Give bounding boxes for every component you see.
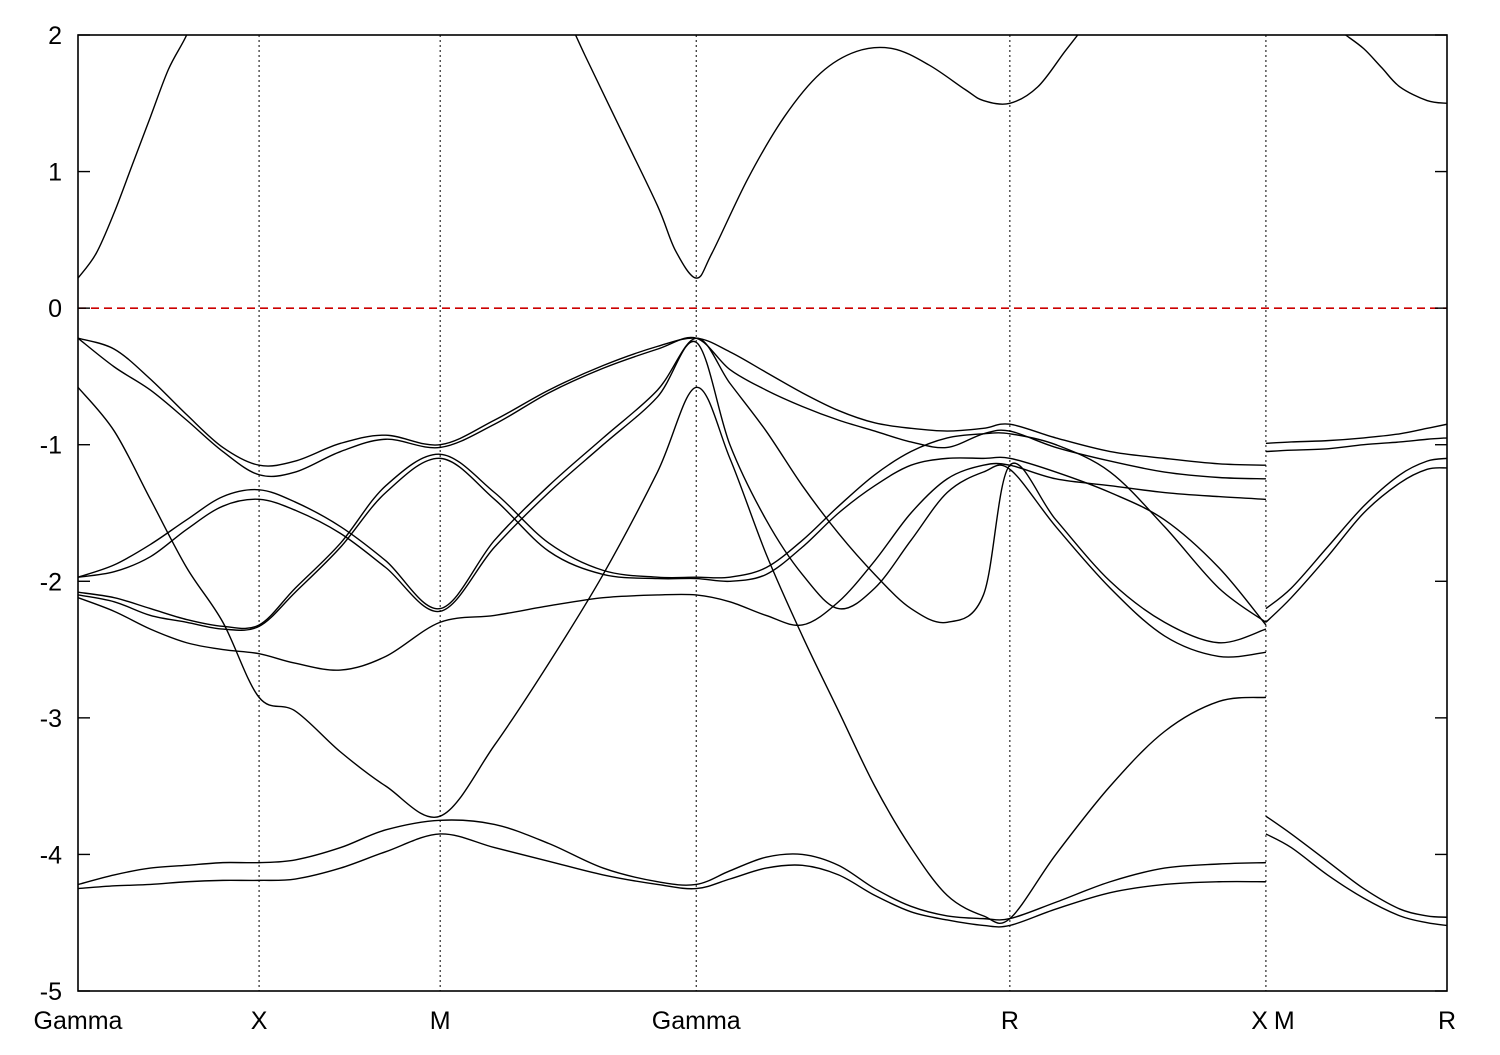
y-tick-label: -4 xyxy=(40,841,62,869)
band-line xyxy=(1345,35,1447,104)
x-tick-label: R xyxy=(1438,1007,1456,1035)
x-tick-label: R xyxy=(1001,1007,1019,1035)
x-tick-label: M xyxy=(1274,1007,1295,1035)
band-line xyxy=(78,819,1266,921)
band-lines xyxy=(78,35,1447,928)
y-tick-label: -1 xyxy=(40,432,62,460)
x-tick-label: Gamma xyxy=(34,1007,123,1035)
plot-frame xyxy=(77,34,1448,992)
band-line xyxy=(78,340,1266,658)
band-line xyxy=(1265,467,1447,623)
band-line xyxy=(1265,423,1447,445)
y-axis-ticks: 2 1 0 -1 -2 -3 -4 -5 xyxy=(40,22,1447,1006)
band-line xyxy=(78,337,1267,644)
band-line xyxy=(78,462,1266,671)
y-tick-label: -3 xyxy=(40,705,62,733)
band-line xyxy=(1265,457,1447,610)
x-axis-ticks: Gamma X M Gamma R X M R xyxy=(34,1007,1456,1035)
kpoint-divider-lines xyxy=(258,35,1267,991)
band-line xyxy=(78,35,188,279)
band-line xyxy=(1265,833,1447,927)
band-line xyxy=(574,35,1079,279)
band-line xyxy=(78,432,1267,630)
y-tick-label: 1 xyxy=(48,159,62,187)
y-tick-label: 0 xyxy=(48,295,62,323)
band-line xyxy=(1265,815,1447,918)
y-tick-label: 2 xyxy=(48,22,62,50)
x-tick-label: Gamma xyxy=(652,1007,741,1035)
y-tick-label: -2 xyxy=(40,568,62,596)
plot-frame-rect xyxy=(77,34,1448,992)
x-tick-label: M xyxy=(430,1007,451,1035)
x-tick-label: X xyxy=(1251,1007,1268,1035)
y-tick-label: -5 xyxy=(40,978,62,1006)
band-line xyxy=(1265,437,1447,453)
band-line xyxy=(78,386,1266,924)
band-line xyxy=(78,833,1266,928)
x-tick-label: X xyxy=(251,1007,268,1035)
band-line xyxy=(78,456,1267,631)
